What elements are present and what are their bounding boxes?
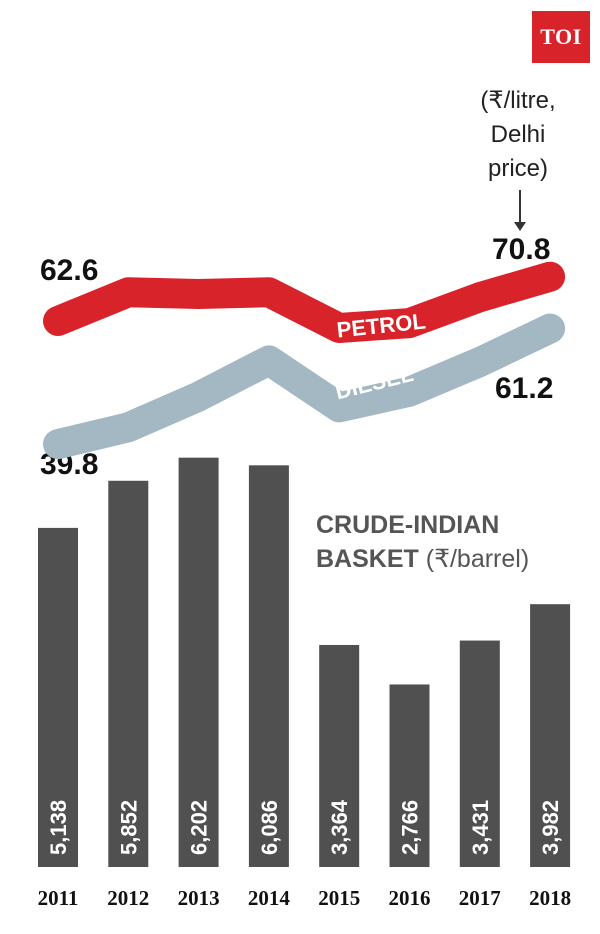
crude-title-line2: BASKET (₹/barrel) <box>316 542 529 576</box>
crude-bar-value-2018: 3,982 <box>538 800 563 855</box>
year-label-2014: 2014 <box>248 886 291 910</box>
crude-bar-2018 <box>530 604 571 867</box>
crude-bar-value-2013: 6,202 <box>187 800 212 855</box>
diesel-end-label: 61.2 <box>495 372 554 405</box>
crude-title-line1: CRUDE-INDIAN <box>316 511 500 539</box>
year-label-2017: 2017 <box>459 886 501 910</box>
toi-logo: TOI <box>532 11 590 63</box>
year-label-2011: 2011 <box>38 886 79 910</box>
crude-basket-title: CRUDE-INDIAN BASKET (₹/barrel) <box>316 508 529 576</box>
crude-bar-2012 <box>108 480 149 867</box>
crude-bar-2017 <box>459 640 500 867</box>
unit-arrow-line <box>519 190 521 224</box>
unit-arrow-head <box>514 222 526 231</box>
crude-bar-value-2011: 5,138 <box>46 800 71 855</box>
crude-title-basket: BASKET <box>316 545 419 573</box>
crude-title-unit: (₹/barrel) <box>425 545 530 573</box>
year-label-2012: 2012 <box>107 886 149 910</box>
crude-bar-value-2012: 5,852 <box>116 800 141 855</box>
year-label-2016: 2016 <box>389 886 431 910</box>
crude-bar-value-2015: 3,364 <box>327 799 352 855</box>
year-label-2013: 2013 <box>178 886 220 910</box>
petrol-end-label: 70.8 <box>492 233 551 266</box>
crude-bar-value-2017: 3,431 <box>468 800 493 855</box>
crude-bar-2011 <box>38 527 78 867</box>
crude-bar-value-2014: 6,086 <box>257 800 282 855</box>
crude-bar-2016 <box>389 684 430 867</box>
crude-bar-value-2016: 2,766 <box>398 800 423 855</box>
crude-bar-2013 <box>178 457 219 867</box>
crude-bar-2014 <box>248 465 289 867</box>
year-label-2018: 2018 <box>529 886 571 910</box>
price-unit-note: (₹/litre, Delhi price) <box>480 87 556 182</box>
year-label-2015: 2015 <box>318 886 360 910</box>
crude-bar-2015 <box>319 644 360 867</box>
petrol-start-label: 62.6 <box>40 254 99 287</box>
petrol-line <box>43 261 566 343</box>
diesel-line <box>43 313 566 460</box>
